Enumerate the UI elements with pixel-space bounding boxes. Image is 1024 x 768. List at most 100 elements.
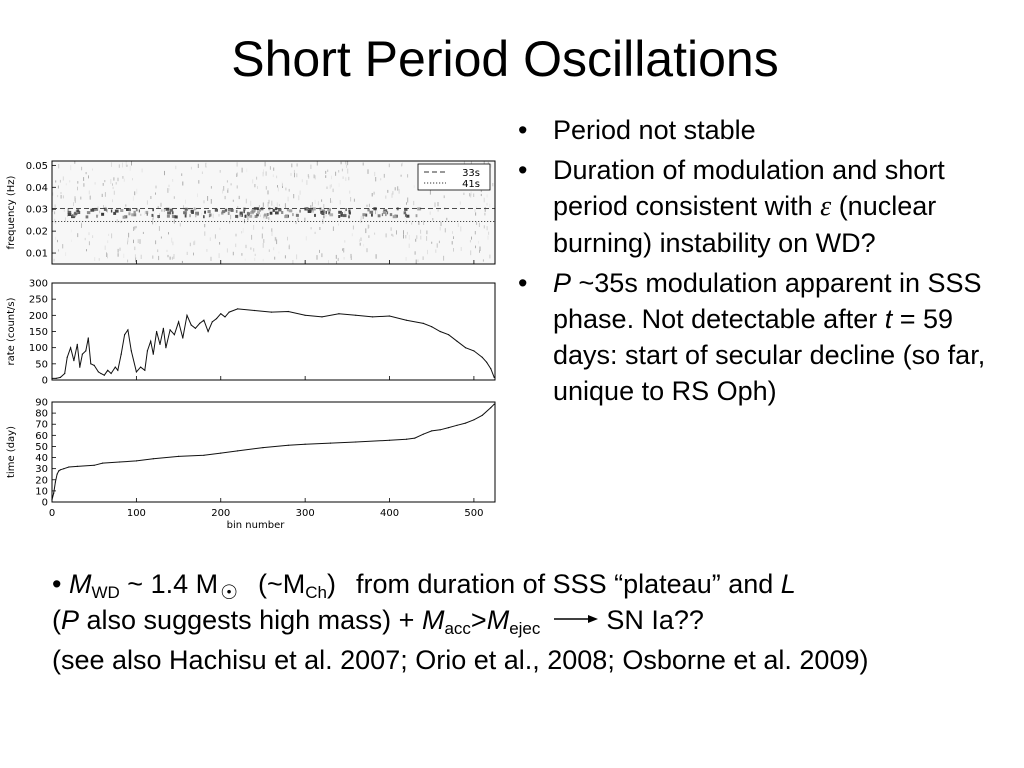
heatmap-signal-cell xyxy=(327,208,331,212)
heatmap-signal-cell xyxy=(257,207,259,211)
heatmap-cell xyxy=(236,162,238,167)
heatmap-cell xyxy=(132,196,134,201)
heatmap-cell xyxy=(167,188,169,193)
heatmap-cell xyxy=(347,168,349,174)
heatmap-cell xyxy=(331,200,333,203)
heatmap-cell xyxy=(291,163,293,168)
heatmap-cell xyxy=(366,204,368,207)
heatmap-cell xyxy=(94,182,96,185)
heatmap-cell xyxy=(230,214,232,220)
heatmap-cell xyxy=(321,253,323,258)
heatmap-signal-cell xyxy=(341,212,343,215)
heatmap-signal-cell xyxy=(281,211,284,214)
legend-box xyxy=(417,163,491,191)
heatmap-signal-cell xyxy=(203,215,205,219)
heatmap-signal-cell xyxy=(386,211,389,215)
heatmap-cell xyxy=(104,180,106,183)
heatmap-cell xyxy=(331,175,332,180)
heatmap-cell xyxy=(70,165,72,171)
y-tick-label: 0.01 xyxy=(26,249,48,260)
heatmap-cell xyxy=(415,238,417,242)
heatmap-cell xyxy=(98,258,100,261)
heatmap-cell xyxy=(476,221,478,225)
heatmap-signal-cell xyxy=(189,214,191,218)
legend-label: 41s xyxy=(462,179,480,190)
heatmap-cell xyxy=(269,166,271,170)
heatmap-cell xyxy=(223,186,225,191)
heatmap-cell xyxy=(470,250,472,256)
heatmap-cell xyxy=(470,193,472,198)
y-tick-label: 100 xyxy=(29,343,48,354)
heatmap-cell xyxy=(401,162,403,166)
heatmap-cell xyxy=(99,210,101,214)
heatmap-signal-cell xyxy=(382,211,387,214)
heatmap-cell xyxy=(52,209,54,212)
heatmap-cell xyxy=(134,191,136,196)
mass-bullet: • MWD ~ 1.4 M ☉ (~MCh) from duration of SSS… xyxy=(52,569,796,638)
heatmap-cell xyxy=(325,213,327,217)
heatmap-cell xyxy=(274,236,276,242)
from-duration-text: from duration of SSS “plateau” and xyxy=(356,569,781,599)
heatmap-cell xyxy=(268,199,270,204)
heatmap-cell xyxy=(486,194,488,198)
heatmap-signal-cell xyxy=(235,214,239,218)
heatmap-cell xyxy=(480,193,482,197)
heatmap-cell xyxy=(224,195,226,200)
heatmap-cell xyxy=(274,256,276,260)
heatmap-cell xyxy=(492,183,494,187)
heatmap-cell xyxy=(391,233,393,236)
heatmap-cell xyxy=(457,222,459,227)
heatmap-cell xyxy=(241,231,243,234)
heatmap-cell xyxy=(353,198,355,202)
heatmap-signal-cell xyxy=(174,215,178,219)
bullet-text: Period not stable xyxy=(553,115,756,145)
heatmap-cell xyxy=(74,196,76,202)
heatmap-cell xyxy=(201,171,203,174)
heatmap-cell xyxy=(420,229,422,234)
heatmap-cell xyxy=(140,254,142,259)
greater-than-sign: > xyxy=(470,605,487,635)
heatmap-cell xyxy=(426,236,428,241)
rate-point xyxy=(87,337,89,339)
heatmap-cell xyxy=(60,192,62,195)
heatmap-cell xyxy=(253,216,255,219)
heatmap-cell xyxy=(74,161,76,164)
heatmap-cell xyxy=(292,260,294,265)
rate-point xyxy=(127,329,129,331)
heatmap-cell xyxy=(142,231,144,234)
heatmap-signal-cell xyxy=(406,214,410,218)
heatmap-cell xyxy=(65,183,67,186)
time-point xyxy=(56,473,58,475)
heatmap-signal-cell xyxy=(193,207,196,211)
heatmap-signal-cell xyxy=(259,208,261,212)
heatmap-signal-cell xyxy=(254,215,258,218)
heatmap-cell xyxy=(278,204,280,207)
heatmap-cell xyxy=(436,243,438,248)
heatmap-cell xyxy=(313,174,315,179)
heatmap-cell xyxy=(414,251,416,255)
heatmap-cell xyxy=(113,190,115,195)
heatmap-cell xyxy=(374,171,376,177)
rate-point xyxy=(481,356,483,358)
heatmap-signal-cell xyxy=(77,211,81,214)
heatmap-cell xyxy=(405,235,407,239)
heatmap-cell xyxy=(332,226,334,231)
bullet-dot: • xyxy=(518,155,528,185)
heatmap-signal-cell xyxy=(114,209,119,213)
heatmap-cell xyxy=(204,231,206,236)
heatmap-cell xyxy=(140,213,142,216)
time-point xyxy=(93,464,95,466)
heatmap-cell xyxy=(287,236,288,241)
heatmap-cell xyxy=(486,226,488,231)
heatmap-cell xyxy=(262,258,264,262)
heatmap-cell xyxy=(367,169,369,174)
bullet-text-part: = 59 days: start of secular decline (so … xyxy=(553,304,986,406)
heatmap-cell xyxy=(404,215,406,219)
time-point xyxy=(355,441,357,443)
heatmap-cell xyxy=(71,239,72,242)
time-point xyxy=(414,437,416,439)
heatmap-cell xyxy=(175,165,177,170)
heatmap-cell xyxy=(134,226,136,230)
heatmap-signal-cell xyxy=(243,207,246,211)
time-point xyxy=(59,469,62,471)
